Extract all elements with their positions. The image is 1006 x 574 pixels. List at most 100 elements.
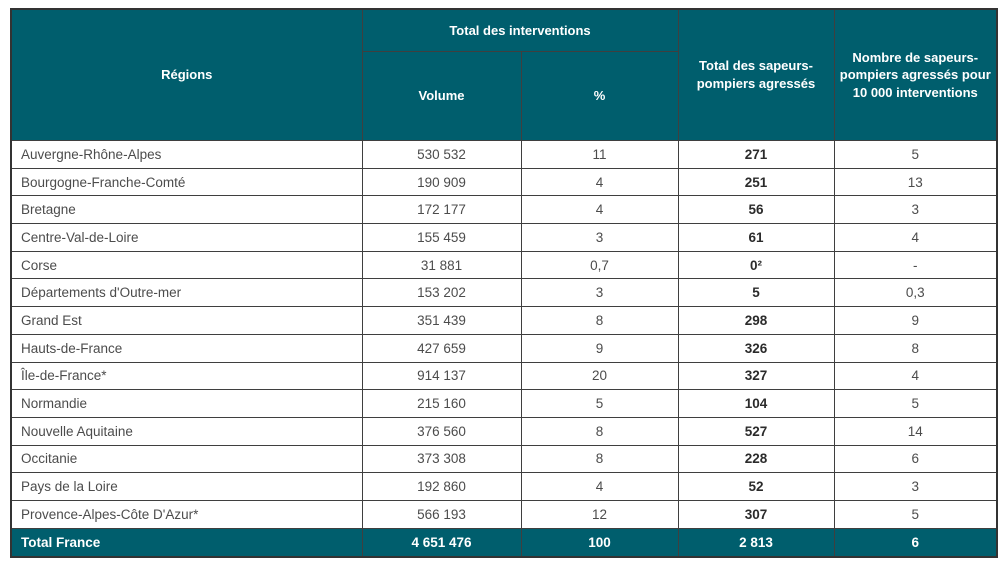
region-cell: Bretagne (10, 195, 363, 225)
volume-cell: 373 308 (361, 444, 522, 474)
region-cell: Grand Est (10, 306, 363, 335)
rate-cell: 13 (833, 167, 998, 197)
rate-cell: 5 (833, 389, 998, 418)
table-row: Normandie 215 160 5 104 5 (10, 389, 998, 418)
aggressed-cell: 327 (677, 361, 835, 391)
volume-cell: 172 177 (361, 195, 522, 225)
table-row: Occitanie 373 308 8 228 6 (10, 444, 998, 474)
table-body: Auvergne-Rhône-Alpes 530 532 11 271 5 Bo… (10, 140, 998, 529)
region-cell: Bourgogne-Franche-Comté (10, 167, 363, 197)
region-cell: Hauts-de-France (10, 333, 363, 363)
rate-cell: 3 (833, 472, 998, 501)
rate-cell: 4 (833, 223, 998, 252)
region-cell: Pays de la Loire (10, 472, 363, 501)
region-cell: Auvergne-Rhône-Alpes (10, 140, 363, 169)
region-cell: Corse (10, 250, 363, 280)
region-cell: Provence-Alpes-Côte D'Azur* (10, 499, 363, 529)
volume-cell: 215 160 (361, 389, 522, 418)
aggressed-cell: 326 (677, 333, 835, 363)
percent-cell: 8 (520, 416, 679, 446)
rate-cell: 5 (833, 140, 998, 169)
aggressed-cell: 307 (677, 499, 835, 529)
percent-cell: 9 (520, 333, 679, 363)
region-cell: Île-de-France* (10, 361, 363, 391)
rate-cell: 14 (833, 416, 998, 446)
rate-cell: 8 (833, 333, 998, 363)
table-total-row: Total France 4 651 476 100 2 813 6 (10, 527, 998, 558)
total-volume-cell: 4 651 476 (361, 527, 522, 558)
percent-cell: 11 (520, 140, 679, 169)
aggressed-cell: 251 (677, 167, 835, 197)
percent-cell: 12 (520, 499, 679, 529)
total-france-row: Total France 4 651 476 100 2 813 6 (10, 527, 998, 558)
aggressed-cell: 5 (677, 278, 835, 308)
interventions-table-container: Régions Total des interventions Total de… (10, 8, 998, 558)
percent-cell: 4 (520, 472, 679, 501)
aggressed-cell: 0² (677, 250, 835, 280)
header-interventions-group: Total des interventions (361, 8, 679, 52)
rate-cell: - (833, 250, 998, 280)
percent-cell: 4 (520, 195, 679, 225)
table-row: Nouvelle Aquitaine 376 560 8 527 14 (10, 416, 998, 446)
table-row: Départements d'Outre-mer 153 202 3 5 0,3 (10, 278, 998, 308)
table-row: Bourgogne-Franche-Comté 190 909 4 251 13 (10, 167, 998, 197)
region-cell: Nouvelle Aquitaine (10, 416, 363, 446)
interventions-by-region-table: Régions Total des interventions Total de… (10, 8, 998, 558)
volume-cell: 530 532 (361, 140, 522, 169)
region-cell: Occitanie (10, 444, 363, 474)
total-region-cell: Total France (10, 527, 363, 558)
table-row: Provence-Alpes-Côte D'Azur* 566 193 12 3… (10, 499, 998, 529)
header-volume: Volume (361, 51, 522, 141)
region-cell: Normandie (10, 389, 363, 418)
rate-cell: 0,3 (833, 278, 998, 308)
aggressed-cell: 527 (677, 416, 835, 446)
percent-cell: 3 (520, 278, 679, 308)
total-percent-cell: 100 (520, 527, 679, 558)
volume-cell: 31 881 (361, 250, 522, 280)
percent-cell: 0,7 (520, 250, 679, 280)
aggressed-cell: 61 (677, 223, 835, 252)
table-row: Bretagne 172 177 4 56 3 (10, 195, 998, 225)
volume-cell: 153 202 (361, 278, 522, 308)
total-rate-cell: 6 (833, 527, 998, 558)
header-percent: % (520, 51, 679, 141)
table-header: Régions Total des interventions Total de… (10, 8, 998, 141)
table-row: Auvergne-Rhône-Alpes 530 532 11 271 5 (10, 140, 998, 169)
rate-cell: 9 (833, 306, 998, 335)
rate-cell: 3 (833, 195, 998, 225)
volume-cell: 190 909 (361, 167, 522, 197)
rate-cell: 6 (833, 444, 998, 474)
table-row: Corse 31 881 0,7 0² - (10, 250, 998, 280)
volume-cell: 427 659 (361, 333, 522, 363)
volume-cell: 155 459 (361, 223, 522, 252)
volume-cell: 566 193 (361, 499, 522, 529)
total-aggressed-cell: 2 813 (677, 527, 835, 558)
volume-cell: 376 560 (361, 416, 522, 446)
region-cell: Départements d'Outre-mer (10, 278, 363, 308)
aggressed-cell: 271 (677, 140, 835, 169)
rate-cell: 5 (833, 499, 998, 529)
percent-cell: 8 (520, 306, 679, 335)
header-aggressed: Total des sapeurs-pompiers agressés (677, 8, 835, 141)
volume-cell: 351 439 (361, 306, 522, 335)
volume-cell: 914 137 (361, 361, 522, 391)
aggressed-cell: 228 (677, 444, 835, 474)
table-row: Île-de-France* 914 137 20 327 4 (10, 361, 998, 391)
aggressed-cell: 52 (677, 472, 835, 501)
region-cell: Centre-Val-de-Loire (10, 223, 363, 252)
percent-cell: 3 (520, 223, 679, 252)
table-row: Pays de la Loire 192 860 4 52 3 (10, 472, 998, 501)
percent-cell: 5 (520, 389, 679, 418)
table-row: Hauts-de-France 427 659 9 326 8 (10, 333, 998, 363)
rate-cell: 4 (833, 361, 998, 391)
percent-cell: 4 (520, 167, 679, 197)
percent-cell: 20 (520, 361, 679, 391)
aggressed-cell: 104 (677, 389, 835, 418)
header-rate: Nombre de sapeurs-pompiers agressés pour… (833, 8, 998, 141)
aggressed-cell: 298 (677, 306, 835, 335)
percent-cell: 8 (520, 444, 679, 474)
table-row: Grand Est 351 439 8 298 9 (10, 306, 998, 335)
table-row: Centre-Val-de-Loire 155 459 3 61 4 (10, 223, 998, 252)
header-regions: Régions (10, 8, 363, 141)
aggressed-cell: 56 (677, 195, 835, 225)
